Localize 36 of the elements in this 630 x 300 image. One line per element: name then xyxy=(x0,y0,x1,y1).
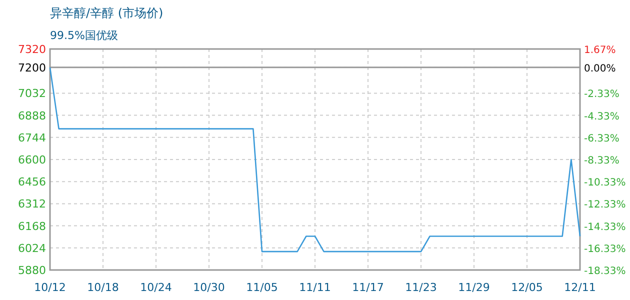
y2-tick-label: -8.33% xyxy=(584,156,620,166)
y2-tick-label: -10.33% xyxy=(584,178,626,189)
y2-tick-label: 1.67% xyxy=(584,45,616,56)
y2-tick-label: -4.33% xyxy=(584,111,620,122)
y2-tick-label: -2.33% xyxy=(584,89,620,100)
y2-tick-label: -12.33% xyxy=(584,200,626,211)
y-tick-label: 6744 xyxy=(18,131,46,144)
y-tick-label: 7320 xyxy=(18,43,46,56)
x-tick-label: 11/29 xyxy=(458,281,490,294)
x-tick-label: 12/05 xyxy=(511,281,543,294)
y2-tick-label: -16.33% xyxy=(584,244,626,255)
y-tick-label: 6600 xyxy=(18,154,46,166)
chart-title: 异辛醇/辛醇 (市场价) xyxy=(50,6,164,20)
x-tick-label: 12/11 xyxy=(564,281,596,294)
y2-tick-label: -6.33% xyxy=(584,133,620,144)
x-tick-label: 10/24 xyxy=(140,281,172,294)
x-tick-label: 10/12 xyxy=(34,281,66,294)
y-tick-label: 6168 xyxy=(18,220,46,233)
chart-subtitle: 99.5%国优级 xyxy=(50,29,118,42)
y-tick-label: 5880 xyxy=(18,264,46,277)
y-tick-label: 6456 xyxy=(18,176,46,189)
y-tick-label: 6024 xyxy=(18,242,46,255)
y-tick-label: 7032 xyxy=(18,87,46,100)
x-tick-label: 11/17 xyxy=(352,281,384,294)
x-tick-label: 11/05 xyxy=(246,281,278,294)
y-tick-label: 7200 xyxy=(18,61,46,74)
y-tick-label: 6312 xyxy=(18,198,46,211)
y2-tick-label: 0.00% xyxy=(584,63,616,74)
line-series xyxy=(49,66,581,252)
x-tick-label: 11/11 xyxy=(299,281,331,294)
y2-tick-label: -18.33% xyxy=(584,266,626,277)
x-tick-label: 10/18 xyxy=(87,281,119,294)
y-tick-label: 6888 xyxy=(18,109,46,122)
x-tick-label: 10/30 xyxy=(193,281,225,294)
y2-tick-label: -14.33% xyxy=(584,222,626,233)
x-tick-label: 11/23 xyxy=(405,281,437,294)
